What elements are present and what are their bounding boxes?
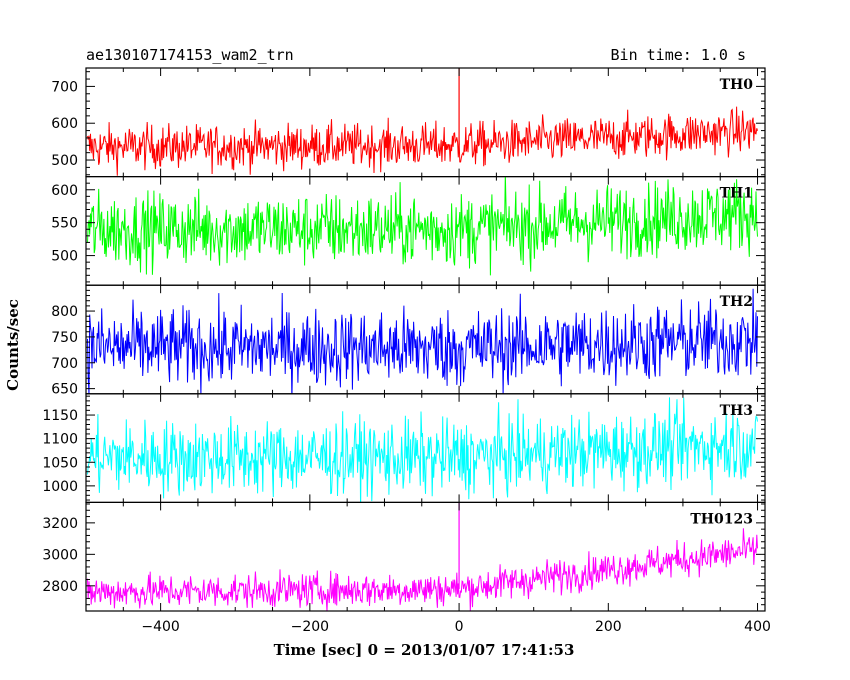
panel-label-th2: TH2 (720, 294, 753, 310)
y-tick-label: 3200 (42, 516, 78, 532)
y-tick-label: 700 (51, 79, 78, 95)
y-tick-label: 1150 (42, 408, 78, 424)
panel-th3: 1000 1050 1100 1150 TH3 (42, 393, 766, 503)
panel-label-th0: TH0 (720, 77, 754, 93)
panel-th0123: 2800 3000 3200 TH0123 (42, 501, 766, 612)
y-tick-label: 1050 (42, 455, 78, 471)
y-tick-label: 1100 (42, 432, 78, 448)
x-tick-label: 0 (455, 619, 464, 635)
chart-title: ae130107174153_wam2_trn (86, 46, 294, 64)
y-axis-label: Counts/sec (4, 299, 22, 391)
y-tick-label: 550 (51, 216, 78, 232)
y-tick-label: 800 (51, 304, 78, 320)
series-line-th2 (87, 288, 758, 394)
panel-label-th1: TH1 (720, 186, 753, 202)
panel-label-th3: TH3 (720, 403, 753, 419)
y-tick-label: 500 (51, 249, 78, 265)
panel-frame (85, 501, 766, 612)
panel-th2: 650 700 750 800 TH2 (51, 284, 766, 398)
y-tick-label: 700 (51, 356, 78, 372)
y-tick-label: 3000 (42, 547, 78, 563)
y-tick-label: 2800 (42, 579, 78, 595)
x-axis: −400 −200 0 200 400 (141, 619, 771, 635)
x-tick-label: 200 (595, 619, 622, 635)
panels: 500 600 700 TH0 500 550 600 TH1 650 700 750 800 TH2 1… (42, 67, 766, 612)
y-tick-label: 650 (51, 382, 78, 398)
y-tick-label: 1000 (42, 479, 78, 495)
panel-label-th0123: TH0123 (690, 511, 753, 527)
y-tick-label: 500 (51, 153, 78, 169)
x-axis-label: Time [sec] 0 = 2013/01/07 17:41:53 (274, 641, 575, 659)
bin-time-label: Bin time: 1.0 s (611, 46, 746, 64)
x-tick-label: −400 (141, 619, 179, 635)
series-line-th1 (87, 176, 758, 276)
series-line-th0123 (87, 528, 758, 611)
y-tick-label: 600 (51, 116, 78, 132)
x-tick-label: 400 (744, 619, 771, 635)
panel-th1: 500 550 600 TH1 (51, 176, 766, 286)
y-tick-label: 600 (51, 183, 78, 199)
panel-th0: 500 600 700 TH0 (51, 67, 766, 178)
y-tick-label: 750 (51, 330, 78, 346)
series-line-th3 (87, 397, 758, 503)
series-line-th0 (87, 106, 758, 176)
x-tick-label: −200 (291, 619, 329, 635)
